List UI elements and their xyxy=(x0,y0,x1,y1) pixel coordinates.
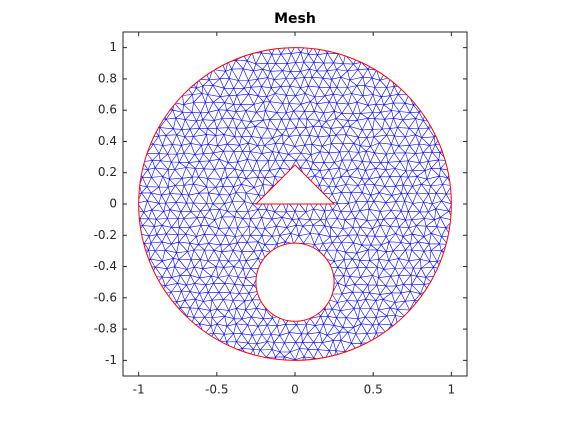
x-tick-label: 0.5 xyxy=(364,383,383,397)
chart-title: Mesh xyxy=(274,11,316,27)
x-tick-label: -0.5 xyxy=(205,383,228,397)
y-tick-label: -0.8 xyxy=(94,322,117,336)
y-tick-label: 0.2 xyxy=(98,165,117,179)
boundary xyxy=(254,164,336,205)
y-tick-label: 0.8 xyxy=(98,71,117,85)
mesh xyxy=(126,35,487,377)
y-tick-label: -1 xyxy=(105,353,117,367)
boundary xyxy=(138,47,452,361)
x-tick-label: 1 xyxy=(448,383,456,397)
x-tick-label: 0 xyxy=(291,383,299,397)
y-tick-label: 0 xyxy=(109,197,117,211)
y-tick-label: -0.6 xyxy=(94,290,117,304)
y-tick-label: 1 xyxy=(109,40,117,54)
y-tick-label: -0.2 xyxy=(94,228,117,242)
y-tick-label: -0.4 xyxy=(94,259,117,273)
y-tick-label: 0.6 xyxy=(98,103,117,117)
x-tick-label: -1 xyxy=(133,383,145,397)
boundary xyxy=(255,242,335,322)
y-tick-label: 0.4 xyxy=(98,134,117,148)
